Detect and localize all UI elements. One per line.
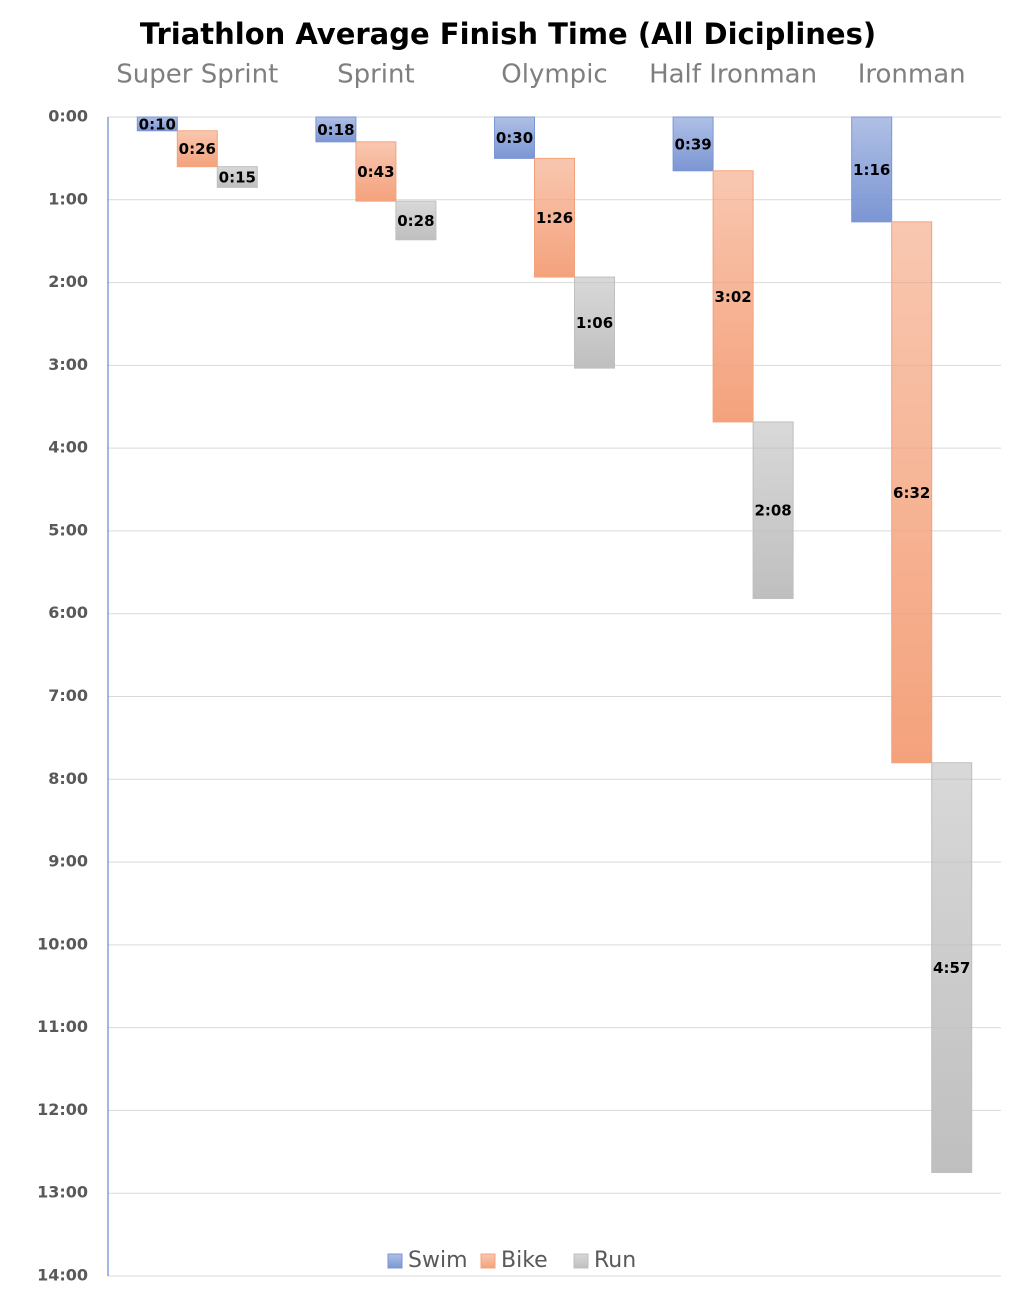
data-label: 0:18 [317,121,354,139]
bar-segment [574,276,615,369]
y-tick-label: 6:00 [48,603,88,622]
data-label: 0:39 [674,135,711,153]
bar-segment [136,116,178,132]
bar-segment [891,221,933,764]
legend-swatch [387,1253,403,1269]
y-tick-label: 1:00 [48,189,88,208]
y-tick-label: 5:00 [48,520,88,539]
data-label: 4:57 [933,959,970,977]
legend-swatch [573,1253,589,1269]
chart-title: Triathlon Average Finish Time (All Dicip… [140,17,876,51]
bar-segment [752,421,794,600]
y-tick-label: 10:00 [37,934,88,953]
data-label: 2:08 [754,502,791,520]
y-tick-label: 3:00 [48,355,88,374]
category-label: Sprint [337,60,415,90]
data-label: 1:26 [536,209,573,227]
category-label: Super Sprint [116,60,278,90]
y-tick-label: 9:00 [48,852,88,871]
data-label: 1:16 [853,161,890,179]
bar-segment [176,130,218,168]
y-tick-label: 11:00 [37,1017,88,1036]
y-tick-label: 0:00 [48,107,88,126]
bar-segment [395,200,437,241]
data-label: 1:06 [576,314,613,332]
data-label: 0:15 [219,169,256,187]
legend-label: Run [594,1248,636,1273]
category-label: Olympic [501,60,607,90]
bar-segment [315,116,357,143]
y-tick-label: 8:00 [48,769,88,788]
y-tick-label: 2:00 [48,272,88,291]
bar-segment [712,170,754,423]
bar-segment [494,116,535,159]
data-label: 3:02 [714,288,751,306]
bar-segment [355,141,397,202]
data-label: 0:43 [357,163,394,181]
data-label: 0:28 [397,212,434,230]
data-label: 6:32 [893,484,930,502]
legend-label: Swim [408,1248,468,1273]
bar-segment [216,166,258,188]
y-tick-label: 13:00 [37,1183,88,1202]
data-label: 0:30 [496,129,533,147]
bar-segment [534,157,575,278]
y-tick-label: 7:00 [48,686,88,705]
legend-label: Bike [501,1248,548,1273]
y-tick-label: 14:00 [37,1266,88,1285]
category-label: Ironman [858,60,966,90]
data-label: 0:10 [139,115,176,133]
y-tick-label: 4:00 [48,438,88,457]
bar-segment [672,116,714,172]
category-label: Half Ironman [649,60,817,90]
y-tick-label: 12:00 [37,1100,88,1119]
bar-segment [931,762,973,1174]
data-label: 0:26 [179,140,216,158]
bar-segment [851,116,893,223]
legend-swatch [480,1253,496,1269]
